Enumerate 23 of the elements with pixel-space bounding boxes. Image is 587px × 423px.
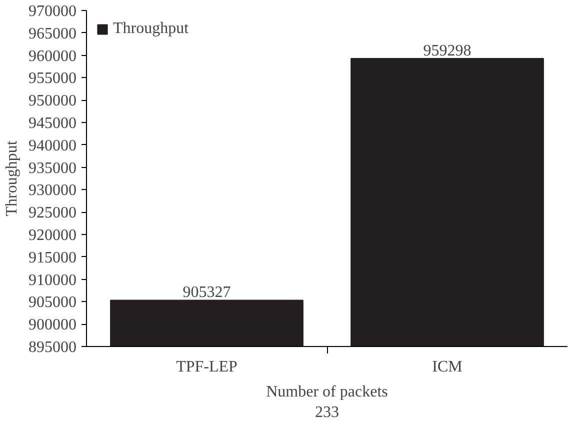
- data-label: 905327: [182, 284, 231, 302]
- y-tick-label: 905000: [28, 294, 76, 312]
- y-tick-label: 920000: [28, 227, 76, 244]
- y-tick-label: 950000: [28, 92, 76, 110]
- y-axis-title: Throughput: [4, 140, 20, 216]
- y-tick-label: 960000: [28, 48, 76, 65]
- y-tick-label: 935000: [28, 160, 76, 177]
- data-label: 959298: [423, 42, 472, 60]
- y-tick-label: 945000: [28, 115, 76, 132]
- legend-label: Throughput: [113, 20, 189, 38]
- x-tick-label: ICM: [432, 358, 462, 376]
- y-tick-label: 930000: [28, 182, 76, 200]
- y-tick-label: 910000: [28, 272, 76, 289]
- y-tick-label: 970000: [28, 3, 76, 20]
- x-axis-title: Number of packets 233: [266, 384, 388, 421]
- y-tick-label: 965000: [28, 25, 76, 42]
- y-tick-label: 925000: [28, 204, 76, 222]
- y-tick-label: 955000: [28, 70, 76, 88]
- y-tick-label: 900000: [28, 316, 76, 334]
- y-tick-label: 915000: [28, 249, 76, 266]
- y-tick-label: 895000: [28, 339, 76, 356]
- x-tick-label: TPF-LEP: [176, 358, 238, 376]
- y-tick-label: 940000: [28, 137, 76, 154]
